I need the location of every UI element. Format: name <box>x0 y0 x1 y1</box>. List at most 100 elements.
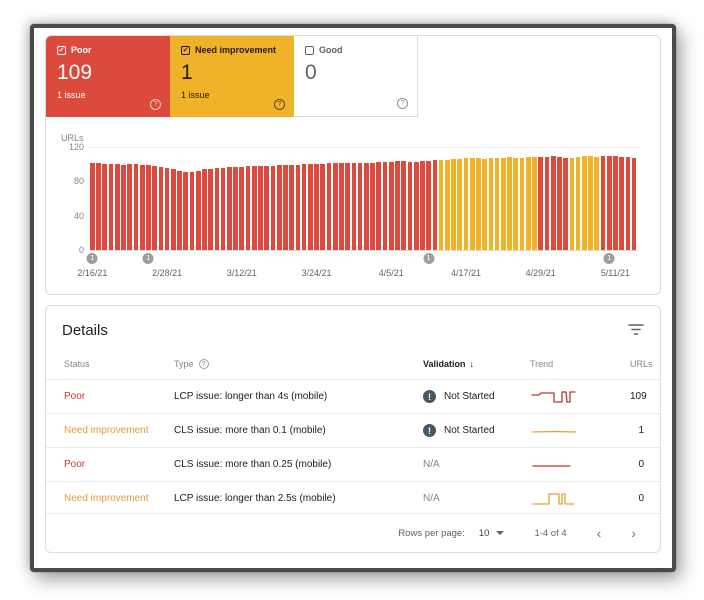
chart-bar[interactable] <box>631 158 637 250</box>
column-header-type[interactable]: Type ? <box>174 359 423 369</box>
chart-bar[interactable] <box>121 165 126 250</box>
annotation-marker[interactable]: 1 <box>142 253 154 264</box>
table-row[interactable]: Poor LCP issue: longer than 4s (mobile)! N… <box>46 379 660 413</box>
chart-bar[interactable] <box>532 157 537 250</box>
chart-bar[interactable] <box>202 169 207 250</box>
chart-bar[interactable] <box>146 165 151 250</box>
table-row[interactable]: Poor CLS issue: more than 0.25 (mobile) N/… <box>46 447 660 481</box>
chart-bar[interactable] <box>625 157 631 250</box>
chart-bar[interactable] <box>613 156 618 250</box>
chart-bar[interactable] <box>307 164 313 250</box>
chart-bar[interactable] <box>139 165 145 250</box>
annotation-marker[interactable]: 1 <box>423 253 435 264</box>
annotation-marker[interactable]: 1 <box>603 253 615 264</box>
chart-bar[interactable] <box>494 158 500 250</box>
help-icon[interactable]: ? <box>274 99 285 110</box>
chart-bar[interactable] <box>239 166 245 250</box>
chart-bar[interactable] <box>332 163 338 250</box>
chart-bar[interactable] <box>457 159 463 250</box>
table-row[interactable]: Need improvement LCP issue: longer than 2… <box>46 481 660 515</box>
annotation-marker[interactable]: 1 <box>86 253 98 264</box>
chart-bar[interactable] <box>463 158 469 250</box>
type-help-icon[interactable]: ? <box>198 359 209 369</box>
table-row[interactable]: Need improvement CLS issue: more than 0.1… <box>46 413 660 447</box>
chart-bar[interactable] <box>189 171 195 250</box>
chart-bar[interactable] <box>600 156 606 250</box>
column-header-trend[interactable]: Trend <box>530 359 554 369</box>
chart-bar[interactable] <box>501 158 506 250</box>
chart-bar[interactable] <box>339 163 344 250</box>
chart-bar[interactable] <box>108 164 114 250</box>
column-header-validation[interactable]: Validation ↓ <box>423 359 475 369</box>
chart-bar[interactable] <box>382 161 388 250</box>
chart-bar[interactable] <box>432 159 438 250</box>
chart-bar[interactable] <box>214 167 220 250</box>
chart-bar[interactable] <box>370 162 375 250</box>
chart-bar[interactable] <box>388 161 394 250</box>
need-improvement-checkbox[interactable]: ✓ <box>181 45 190 55</box>
chart-bar[interactable] <box>233 166 238 250</box>
chart-bar[interactable] <box>245 165 251 250</box>
chart-bar[interactable] <box>195 171 201 250</box>
chart-bar[interactable] <box>220 167 226 250</box>
chart-bar[interactable] <box>177 171 182 250</box>
chart-bar[interactable] <box>314 164 319 250</box>
chart-bar[interactable] <box>276 165 282 250</box>
chart-bar[interactable] <box>295 165 301 250</box>
status-tile-good[interactable]: Good 0? <box>294 36 418 117</box>
chart-bar[interactable] <box>476 158 481 250</box>
rows-per-page-select[interactable]: 10 <box>479 528 505 539</box>
chart-bar[interactable] <box>90 162 95 250</box>
column-header-status[interactable]: Status <box>64 359 90 369</box>
chart-bar[interactable] <box>114 164 120 250</box>
chart-bar[interactable] <box>376 161 382 250</box>
chart-bar[interactable] <box>420 160 425 250</box>
chart-bar[interactable] <box>482 159 487 250</box>
chart-bar[interactable] <box>258 165 263 250</box>
chart-bar[interactable] <box>364 162 369 250</box>
chart-bar[interactable] <box>557 157 562 250</box>
chart-bar[interactable] <box>164 167 170 250</box>
chart-bar[interactable] <box>469 158 475 250</box>
poor-checkbox[interactable]: ✓ <box>57 45 66 55</box>
chart-bar[interactable] <box>413 161 419 250</box>
chart-bar[interactable] <box>538 157 544 250</box>
previous-page-icon[interactable]: ‹ <box>596 525 602 541</box>
status-tile-poor[interactable]: ✓ Poor 109 1 issue? <box>46 36 170 117</box>
chart-bar[interactable] <box>550 156 556 250</box>
chart-bar[interactable] <box>444 159 450 250</box>
chart-bar[interactable] <box>96 163 101 250</box>
chart-bar[interactable] <box>152 165 157 250</box>
chart-bar[interactable] <box>438 159 444 250</box>
chart-bar[interactable] <box>588 156 593 250</box>
chart-bar[interactable] <box>320 164 326 250</box>
chart-bar[interactable] <box>407 161 413 250</box>
chart-bar[interactable] <box>183 171 189 250</box>
chart-bar[interactable] <box>283 165 288 250</box>
chart-bar[interactable] <box>289 165 294 250</box>
chart-bar[interactable] <box>563 158 568 250</box>
chart-bar[interactable] <box>357 162 363 250</box>
chart-bar[interactable] <box>519 158 525 250</box>
chart-bar[interactable] <box>351 162 357 250</box>
chart-bar[interactable] <box>544 157 550 250</box>
status-tile-need-improvement[interactable]: ✓ Need improvement 1 1 issue? <box>170 36 294 117</box>
next-page-icon[interactable]: › <box>631 525 636 541</box>
chart-bar[interactable] <box>127 164 133 250</box>
chart-bar[interactable] <box>345 163 350 250</box>
chart-bar[interactable] <box>270 165 276 250</box>
chart-bar[interactable] <box>264 165 270 250</box>
chart-bar[interactable] <box>569 158 575 250</box>
chart-bar[interactable] <box>426 160 431 250</box>
help-icon[interactable]: ? <box>397 98 408 109</box>
chart-bar[interactable] <box>513 158 519 250</box>
chart-bar[interactable] <box>208 168 213 250</box>
chart-bar[interactable] <box>575 157 581 250</box>
chart-bar[interactable] <box>401 160 407 250</box>
chart-bar[interactable] <box>170 169 176 250</box>
chart-bar[interactable] <box>606 155 612 250</box>
chart-bar[interactable] <box>619 157 624 250</box>
filter-icon[interactable] <box>628 323 644 336</box>
column-header-urls[interactable]: URLs <box>630 359 653 369</box>
chart-bar[interactable] <box>451 159 456 250</box>
